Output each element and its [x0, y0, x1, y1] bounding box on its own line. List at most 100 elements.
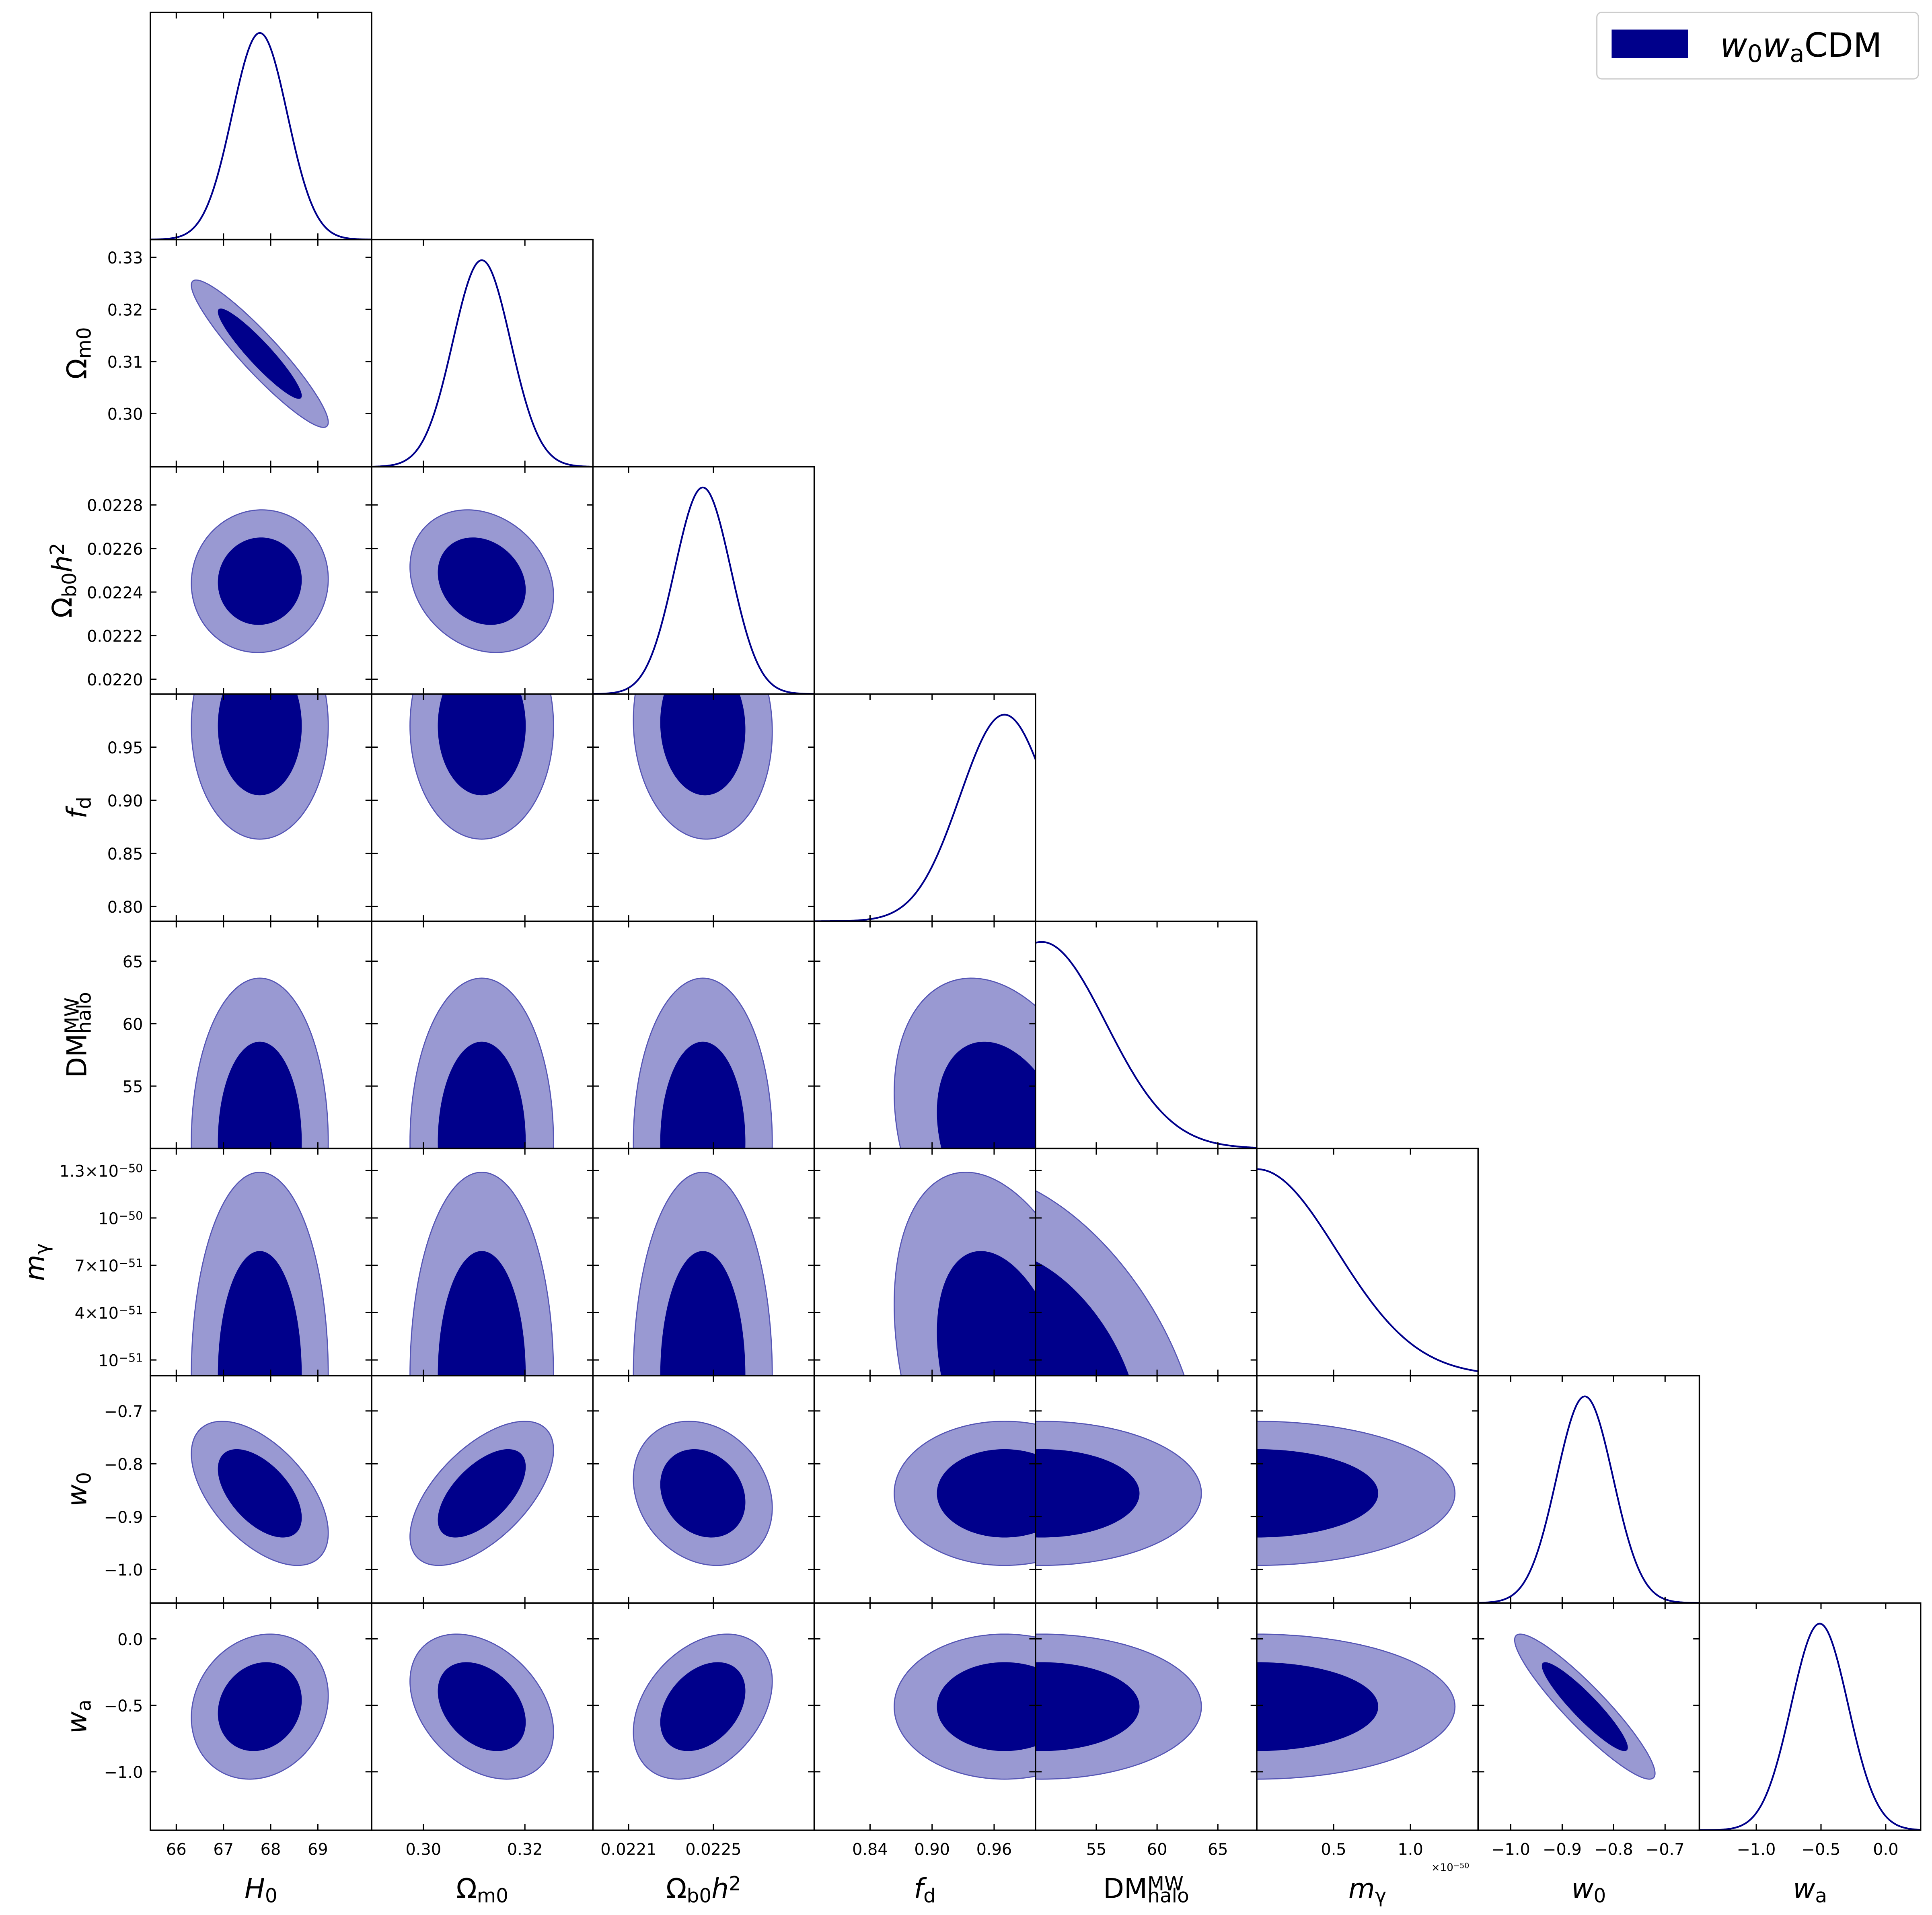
panel-content [191, 1172, 329, 1376]
y-tick-label: 0.0 [117, 1631, 143, 1649]
x-axis-label-Ob0h2: Ωb0h2 [666, 1873, 741, 1907]
contour-68-Om0-fd [438, 694, 526, 796]
y-axis-label-m_gamma: mγ [19, 1243, 53, 1281]
contour-68-Om0-Ob0h2 [438, 537, 526, 625]
legend-label-part: 0 [1747, 40, 1763, 68]
panel-content [191, 509, 329, 653]
contour-68-DM_halo_MW-wa [1035, 1662, 1140, 1751]
y-tick-label: 7×10−51 [75, 1256, 143, 1275]
x-axis-label-fd: fd [914, 1873, 936, 1907]
y-tick-label: 0.30 [107, 405, 143, 424]
x-tick-label: 66 [166, 1840, 187, 1859]
x-axis-label-w0-part: w [1571, 1873, 1594, 1905]
y-axis-label-DM_halo_MW-part: MW [61, 998, 84, 1034]
y-axis-label-Ob0h2: Ωb0h2 [46, 543, 81, 618]
panel-content [409, 509, 554, 653]
y-axis-label-m_gamma-part: γ [31, 1243, 53, 1255]
panel-DM_halo_MW-vs-w0 [1035, 1375, 1258, 1604]
panel-content [409, 1421, 554, 1566]
y-tick-label-part: 4×10 [75, 1304, 119, 1323]
y-axis-label-fd: fd [61, 797, 96, 819]
panel-Om0-vs-fd [371, 693, 594, 922]
panel-content [409, 1172, 554, 1376]
y-tick-label: 0.0222 [87, 627, 143, 646]
y-axis-label-fd-part: d [73, 797, 95, 809]
panel-H0-vs-fd [150, 693, 372, 922]
y-axis-label-wa: wa [61, 1699, 96, 1734]
x-axis-label-DM_halo_MW-part: DM [1103, 1873, 1147, 1905]
y-tick-label-part: −51 [119, 1304, 143, 1317]
panel-m_gamma-vs-w0 [1256, 1375, 1479, 1604]
panel-content [1035, 941, 1257, 1149]
panel-content [1699, 1623, 1921, 1831]
marginal-curve-Om0 [372, 259, 593, 467]
contour-68-H0-wa [218, 1662, 302, 1751]
y-tick-label: −0.8 [104, 1455, 143, 1474]
x-axis-label-Ob0h2-part: Ω [666, 1873, 687, 1905]
y-tick-label: 10−50 [98, 1209, 143, 1228]
panel-Om0-vs-wa [371, 1602, 594, 1831]
contour-68-H0-Om0 [218, 309, 302, 399]
y-tick-label-part: −51 [119, 1351, 143, 1364]
contour-68-Ob0h2-m_gamma [660, 1251, 746, 1376]
y-tick-label: 0.0220 [87, 671, 143, 689]
contour-68-H0-m_gamma [218, 1251, 302, 1376]
panel-content [633, 694, 773, 840]
y-axis-label-wa-part: w [61, 1711, 93, 1734]
panel-H0-vs-w0 [150, 1375, 372, 1604]
x-axis-label-wa-part: w [1793, 1873, 1815, 1905]
y-tick-label: 0.0224 [87, 584, 143, 602]
panel-content [633, 1172, 773, 1376]
marginal-curve-H0 [150, 32, 372, 240]
contour-68-H0-w0 [218, 1449, 302, 1538]
legend-label-part: CDM [1805, 26, 1882, 65]
panel-content [1257, 1421, 1456, 1566]
y-tick-label-part: 10 [98, 1209, 119, 1228]
panel-frame [1698, 1602, 1922, 1831]
y-tick-label: 10−51 [98, 1351, 143, 1370]
contour-68-w0-wa [1541, 1662, 1628, 1751]
panel-content [894, 1172, 1036, 1376]
x-tick-label: 0.32 [507, 1840, 543, 1859]
y-tick-label-part: 7×10 [75, 1257, 119, 1275]
marginal-curve-wa [1699, 1623, 1921, 1831]
x-tick-label: 55 [1086, 1840, 1107, 1859]
contour-68-Om0-wa [438, 1662, 526, 1751]
x-tick-label: 0.0221 [600, 1840, 656, 1859]
x-tick-label: 67 [213, 1840, 234, 1859]
x-axis-label-Om0-part: Ω [456, 1873, 477, 1905]
x-tick-label: −0.9 [1543, 1840, 1582, 1859]
y-axis-label-w0-part: 0 [73, 1472, 95, 1485]
x-axis-label-Om0-part: m0 [477, 1884, 508, 1907]
y-axis-label-Om0-part: Ω [61, 358, 93, 379]
panel-content [150, 32, 372, 240]
x-tick-label: 65 [1208, 1840, 1228, 1859]
marginal-curve-m_gamma [1257, 1168, 1478, 1372]
x-axis-label-DM_halo_MW-part: MW [1147, 1873, 1184, 1895]
y-tick-label: 0.32 [107, 301, 143, 320]
panels [150, 11, 1922, 1831]
y-axis-label-DM_halo_MW-part: DM [61, 1034, 93, 1078]
panel-content [191, 279, 329, 428]
legend-box [1596, 12, 1919, 80]
contour-68-Ob0h2-DM_halo_MW [660, 1041, 746, 1149]
x-tick-label: 0.96 [976, 1840, 1012, 1859]
panel-fd-vs-DM_halo_MW [813, 920, 1036, 1150]
y-tick-label: 55 [123, 1078, 143, 1096]
y-axis-label-Ob0h2-part: h [46, 555, 78, 572]
x-axis-label-Ob0h2-part: 2 [729, 1873, 741, 1895]
x-tick-label: 0.0 [1873, 1840, 1898, 1859]
legend: w0waCDM [1596, 12, 1919, 80]
y-tick-label: −1.0 [104, 1561, 143, 1580]
x-axis-label-wa: wa [1793, 1873, 1827, 1907]
contour-68-m_gamma-wa [1257, 1662, 1379, 1751]
panel-Ob0h2-vs-m_gamma [592, 1148, 815, 1377]
contour-68-Ob0h2-wa [660, 1662, 746, 1751]
panel-content [409, 694, 554, 840]
panel-content [409, 1633, 554, 1780]
y-axis-label-Om0-part: m0 [73, 327, 95, 358]
x-tick-label: −0.8 [1594, 1840, 1633, 1859]
x-axis-label-Om0: Ωm0 [456, 1873, 508, 1907]
contour-68-Om0-m_gamma [438, 1251, 526, 1376]
